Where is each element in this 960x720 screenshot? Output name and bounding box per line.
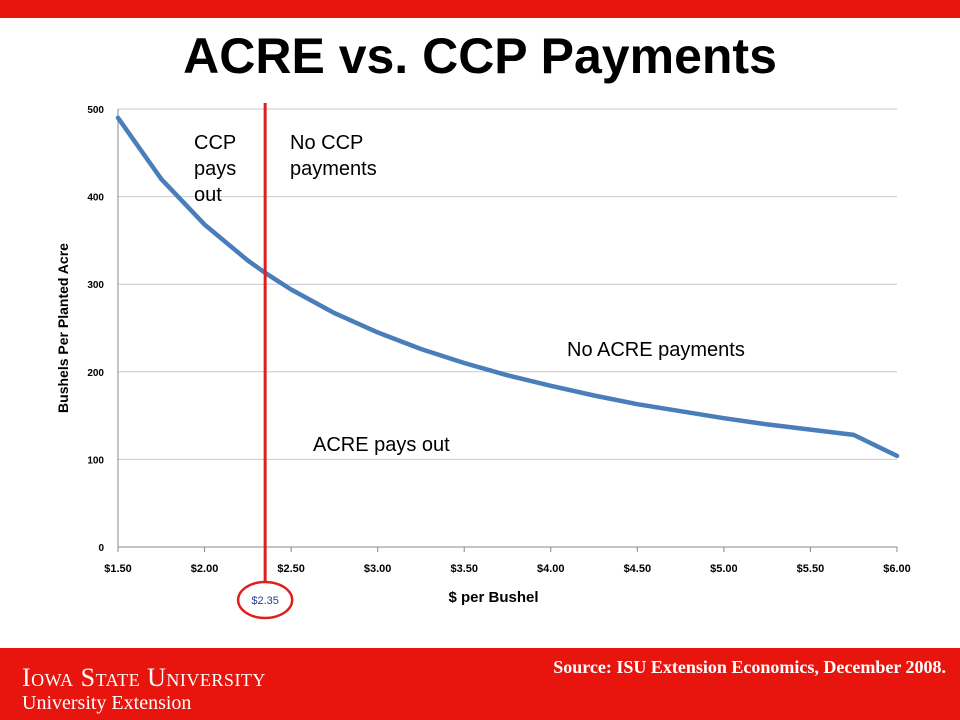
x-tick-label: $3.00 [364,563,392,575]
y-tick-label: 300 [87,280,104,291]
x-tick-label: $2.50 [277,563,305,575]
top-accent-bar [0,0,960,18]
x-tick-label: $6.00 [883,563,911,575]
chart: 0 100 200 300 400 500 $1.50 $2.00 $2.50 $3.00 $3.5… [55,103,911,620]
isu-logo-wordmark: Iowa State University [22,663,266,692]
annotation-ccp-pays-out: CCP pays out [194,132,237,206]
x-tick-label: $3.50 [450,563,478,575]
y-tick-label: 100 [87,455,104,466]
x-tick-label: $4.50 [624,563,652,575]
x-tick-label: $5.50 [797,563,825,575]
x-tick-label: $2.00 [191,563,219,575]
x-tick-label: $1.50 [104,563,132,575]
threshold-circle [236,580,294,620]
x-axis-title: $ per Bushel [448,589,538,606]
annotation-no-ccp-payments: No CCP payments [290,132,377,180]
y-tick-label: 400 [87,193,104,204]
threshold-label: $2.35 [251,595,279,607]
footer-bar: Iowa State University University Extensi… [0,648,960,720]
y-tick-label: 0 [98,543,104,554]
x-tick-label: $5.00 [710,563,738,575]
source-citation: Source: ISU Extension Economics, Decembe… [553,657,946,677]
y-tick-label: 500 [87,105,104,116]
annotation-acre-pays-out: ACRE pays out [313,434,450,456]
x-tick-label: $4.00 [537,563,565,575]
y-tick-label: 200 [87,368,104,379]
series-line [115,115,900,459]
annotation-no-acre-payments: No ACRE payments [567,339,745,361]
isu-logo-subtitle: University Extension [22,692,192,714]
y-axis-title: Bushels Per Planted Acre [55,243,71,413]
slide-title: ACRE vs. CCP Payments [183,28,777,84]
